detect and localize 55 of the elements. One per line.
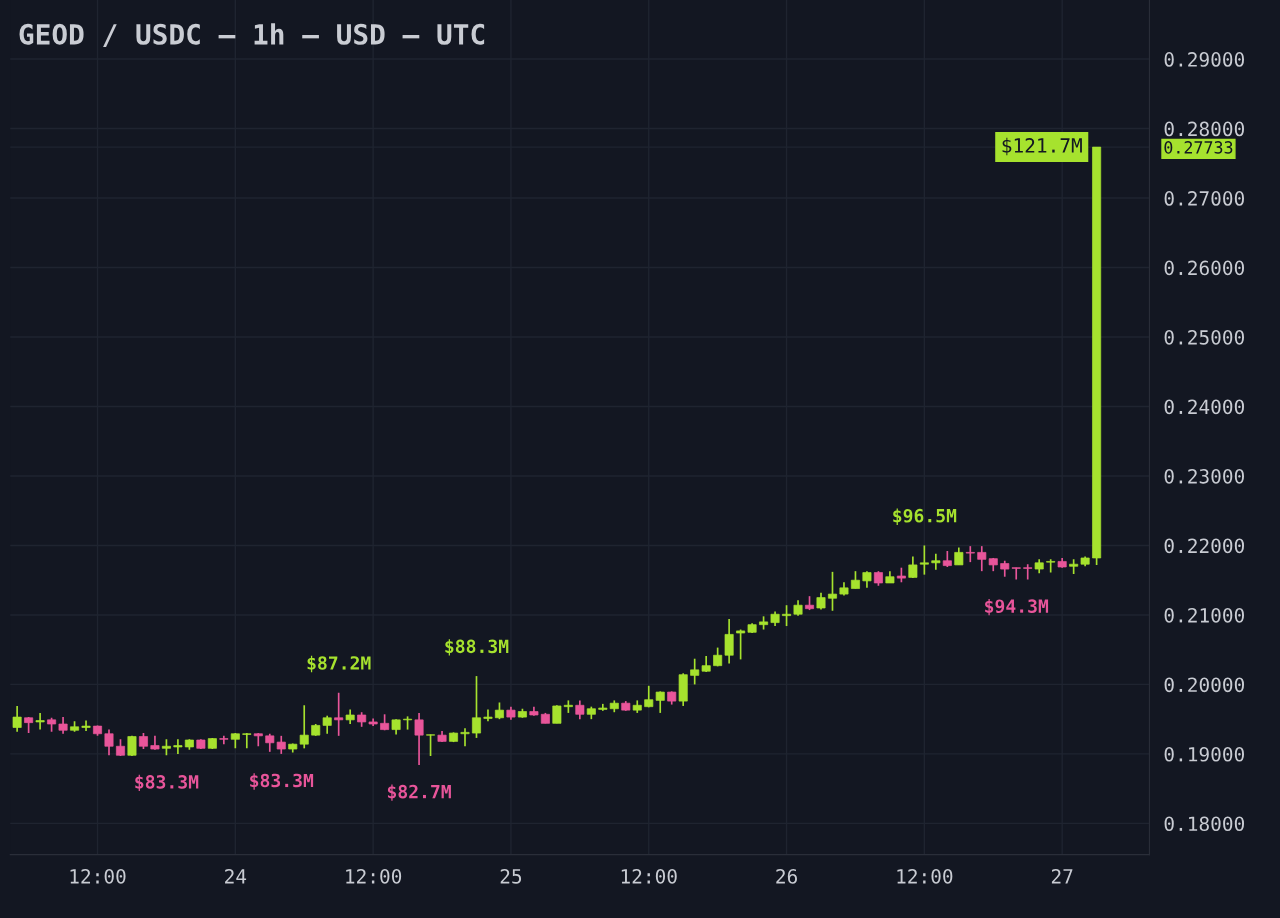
candlestick <box>919 544 929 576</box>
y-tick-label: 0.28000 <box>1164 121 1245 137</box>
x-tick-label: 25 <box>500 868 522 884</box>
candlestick <box>414 712 424 766</box>
candlestick <box>724 618 734 665</box>
x-tick-label: 12:00 <box>70 868 126 884</box>
candlestick <box>334 691 344 737</box>
x-tick-label: 12:00 <box>621 868 677 884</box>
candlestick <box>1023 563 1033 581</box>
candlestick <box>828 571 837 612</box>
x-tick-label: 12:00 <box>897 868 953 884</box>
y-tick-label: 0.22000 <box>1164 538 1245 554</box>
candlestick <box>253 732 263 748</box>
candlestick <box>575 699 585 720</box>
y-tick-label: 0.27000 <box>1164 191 1245 206</box>
candlestick <box>736 628 746 661</box>
x-tick-label: 27 <box>1051 868 1073 884</box>
x-tick-label: 26 <box>776 868 797 884</box>
candlestick <box>426 733 436 757</box>
annotation: $88.3M <box>445 639 509 656</box>
y-tick-label: 0.18000 <box>1164 816 1245 832</box>
candlestick <box>552 704 562 725</box>
annotation: $87.2M <box>307 655 371 673</box>
candlestick <box>483 708 493 723</box>
candlestick <box>782 604 792 627</box>
annotation: $82.7M <box>387 784 451 801</box>
y-tick-label: 0.21000 <box>1164 607 1245 623</box>
candlestick <box>35 712 45 731</box>
y-tick-label: 0.26000 <box>1164 260 1245 276</box>
annotation: $94.3M <box>985 598 1049 616</box>
candlestick <box>12 705 22 733</box>
candlestick <box>104 728 114 757</box>
x-tick-label: 12:00 <box>346 868 402 884</box>
y-tick-label: 0.29000 <box>1164 52 1245 67</box>
candlestick <box>931 552 941 571</box>
y-tick-label: 0.19000 <box>1164 746 1245 762</box>
y-tick-label: 0.20000 <box>1164 677 1245 693</box>
annotation: $96.5M <box>893 508 957 525</box>
candlestick <box>690 657 700 686</box>
candlestick <box>173 738 183 755</box>
annotation: $83.3M <box>135 774 199 792</box>
y-tick-label: 0.27733 <box>1164 141 1233 154</box>
text: GEOD / USDC — 1h — USD — UTC <box>19 23 485 47</box>
candlestick <box>472 675 481 739</box>
y-tick-label: 0.23000 <box>1164 468 1245 484</box>
annotation: $121.7M <box>1002 137 1082 156</box>
candlestick <box>242 732 252 750</box>
y-tick-label: 0.25000 <box>1164 330 1245 345</box>
y-tick-label: 0.24000 <box>1164 399 1245 415</box>
candlestick <box>1046 558 1056 574</box>
candlestick <box>322 714 332 735</box>
annotation: $83.3M <box>250 773 314 790</box>
candlestick <box>460 727 470 748</box>
candlestick <box>965 545 975 563</box>
x-tick-label: 24 <box>225 868 247 884</box>
